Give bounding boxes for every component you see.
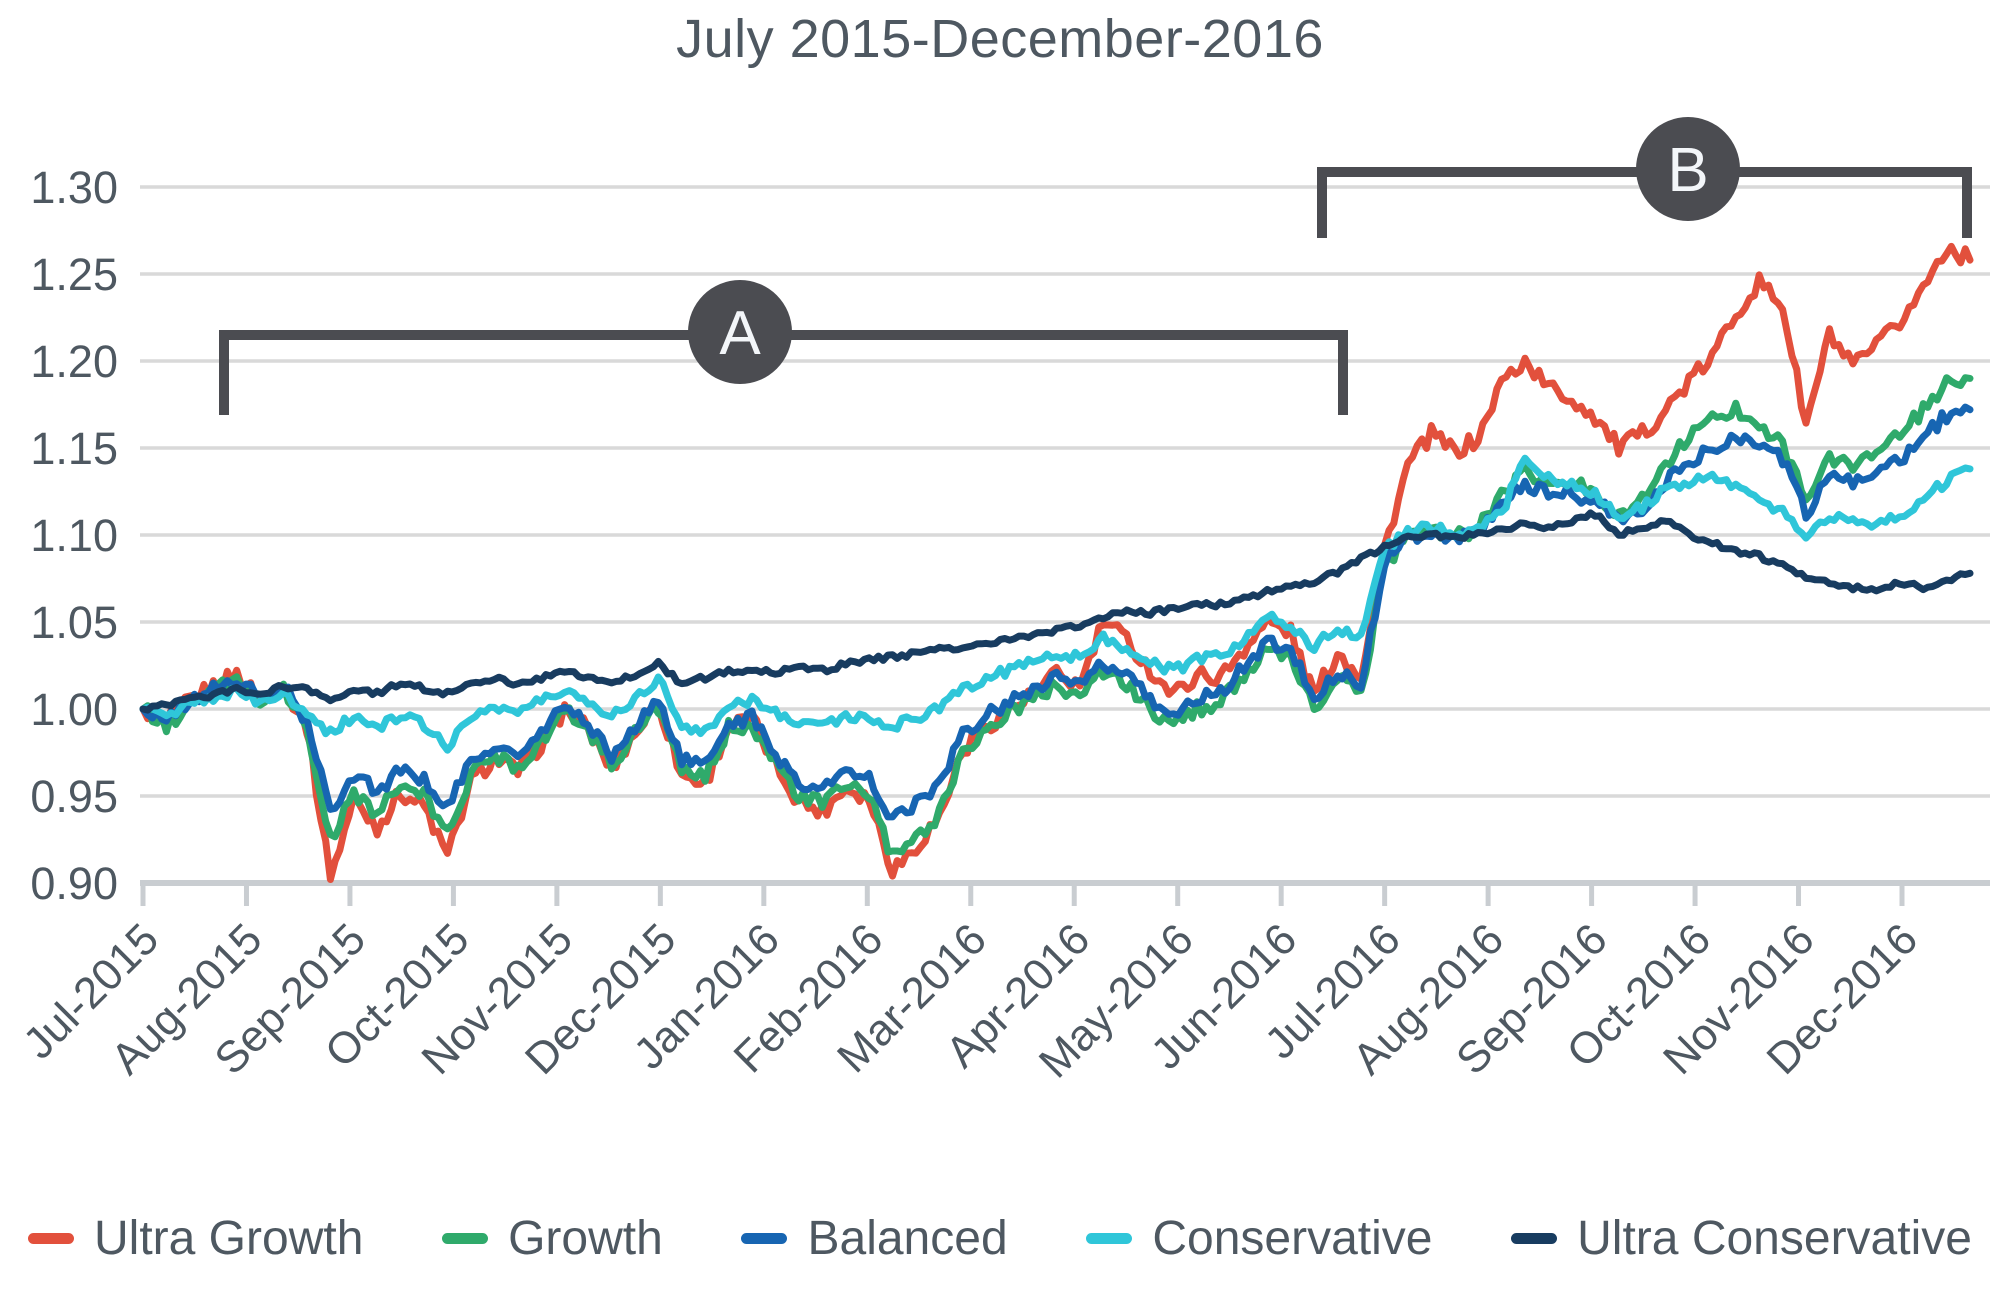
x-axis: Jul-2015Aug-2015Sep-2015Oct-2015Nov-2015… [14,880,1990,1087]
legend-item-conservative: Conservative [1086,1211,1432,1266]
legend-swatch-icon [442,1232,489,1244]
legend-item-ultra-growth: Ultra Growth [28,1211,363,1266]
legend-label: Balanced [807,1211,1008,1265]
series-line-conservative [139,454,1974,754]
legend-swatch-icon [1086,1232,1133,1244]
series-line-growth [139,374,1974,856]
y-axis-tick-label: 1.20 [30,336,118,387]
chart-legend: Ultra Growth Growth Balanced Conservative Ul… [0,1188,2000,1288]
annotation-letter-b: B [1667,136,1708,205]
legend-label: Ultra Growth [94,1211,364,1265]
y-axis-tick-label: 1.05 [30,597,118,648]
series-line-balanced [139,403,1974,821]
y-axis-tick-label: 0.90 [30,858,118,909]
legend-item-balanced: Balanced [741,1211,1008,1266]
legend-label: Ultra Conservative [1577,1211,1972,1265]
y-axis-tick-label: 1.00 [30,684,118,735]
y-axis-tick-label: 1.15 [30,423,118,474]
series-line-ultra-growth [139,242,1974,883]
series-lines [139,242,1974,883]
annotation-a: A [219,280,1348,415]
annotation-circle-a [688,280,792,384]
y-axis-tick-label: 1.25 [30,249,118,300]
y-axis-tick-label: 0.95 [30,771,118,822]
annotation-circle-b [1636,117,1740,221]
annotation-b: B [1317,117,1972,238]
legend-swatch-icon [1511,1232,1558,1244]
legend-label: Growth [508,1211,663,1265]
series-line-ultra-conservative [139,509,1974,714]
legend-item-ultra-conservative: Ultra Conservative [1511,1211,1972,1266]
annotation-letter-a: A [719,299,761,368]
y-axis-tick-label: 1.10 [30,510,118,561]
performance-chart: 0.90 0.95 1.00 1.05 1.10 1.15 1.20 1.25 1.30 Jul-… [14,117,1990,1087]
chart-title: July 2015-December-2016 [676,9,1324,69]
legend-swatch-icon [741,1232,788,1244]
legend-item-growth: Growth [442,1211,663,1266]
legend-label: Conservative [1152,1211,1433,1265]
legend-swatch-icon [28,1232,74,1244]
y-axis-tick-label: 1.30 [30,162,118,213]
